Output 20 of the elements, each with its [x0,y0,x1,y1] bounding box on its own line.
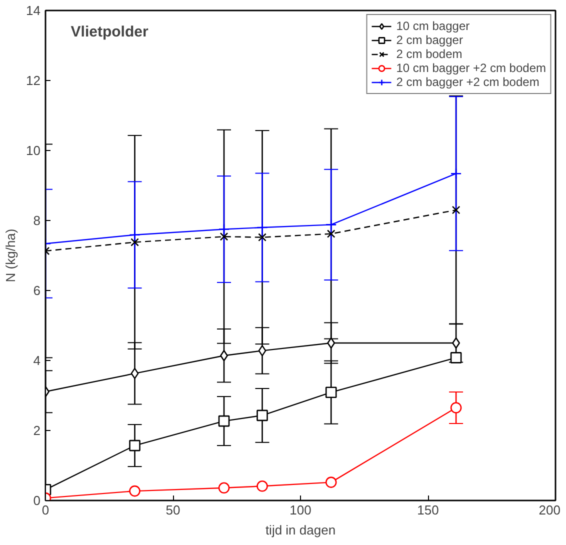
legend-label: 2 cm bodem [396,47,462,61]
legend-label: 10 cm bagger [396,19,470,33]
x-axis-title: tijd in dagen [265,522,336,538]
y-tick-label: 12 [26,73,41,88]
x-tick-label: 100 [290,502,312,518]
x-tick-label: 150 [417,502,439,518]
y-tick-label: 0 [33,493,41,508]
y-tick-label: 10 [26,143,41,158]
legend-label: 10 cm bagger +2 cm bodem [396,61,546,75]
legend-label: 2 cm bagger [396,33,463,47]
y-tick-label: 6 [33,283,41,298]
y-axis-title: N (kg/ha) [3,228,18,282]
y-tick-label: 4 [33,353,41,368]
x-tick-label: 50 [166,502,180,518]
x-tick-label: 200 [538,502,561,518]
y-tick-label: 8 [33,213,41,228]
y-tick-label: 14 [26,3,41,18]
text: Vlietpolder [70,24,148,40]
legend-label: 2 cm bagger +2 cm bodem [396,75,540,89]
y-tick-label: 2 [33,423,41,438]
